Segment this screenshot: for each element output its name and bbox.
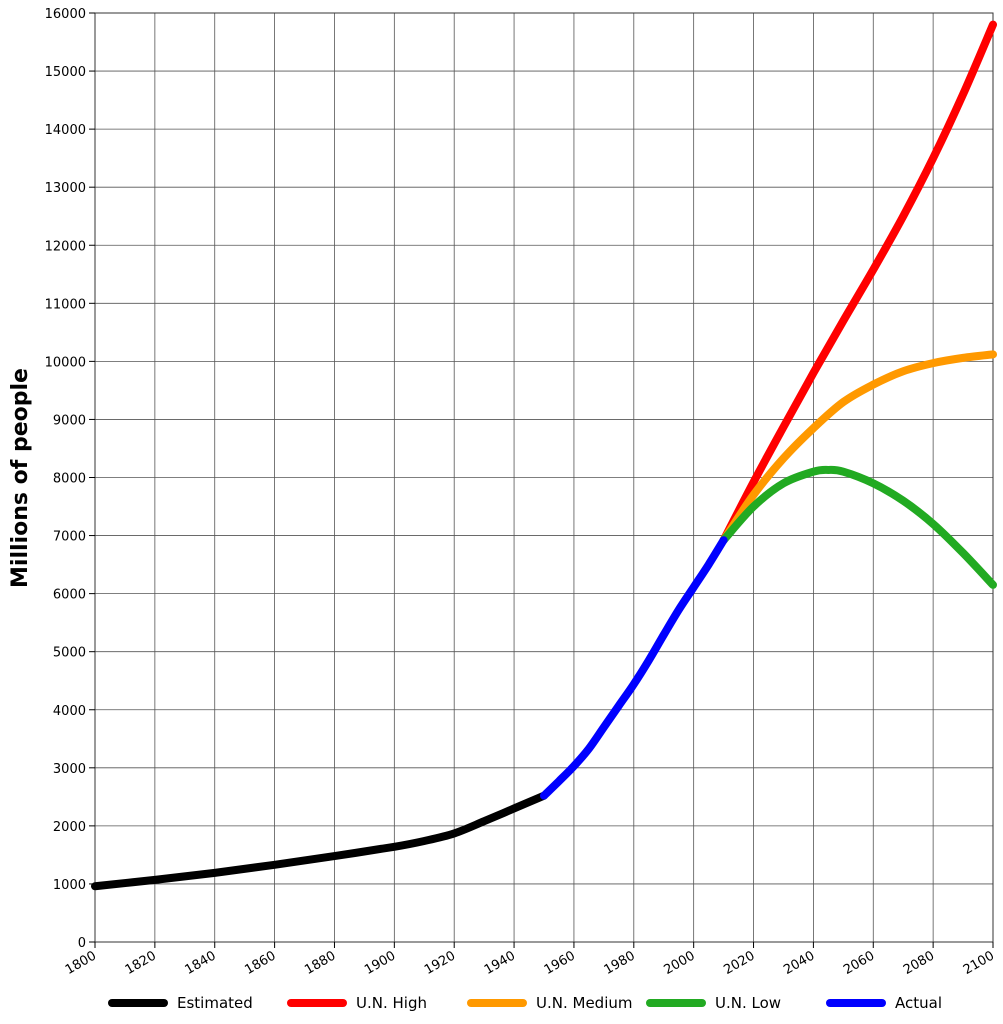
legend-label: U.N. Medium xyxy=(536,994,632,1012)
x-tick-label: 1820 xyxy=(123,948,159,978)
legend-label: Estimated xyxy=(177,994,253,1012)
x-tick-label: 1920 xyxy=(422,948,458,978)
x-tick-label: 1800 xyxy=(63,948,99,978)
legend-item-u-n-high: U.N. High xyxy=(287,994,427,1012)
y-tick-label: 12000 xyxy=(45,239,86,254)
legend-item-estimated: Estimated xyxy=(108,994,253,1012)
y-tick-label: 15000 xyxy=(45,65,86,80)
x-tick-label: 1960 xyxy=(542,948,578,978)
x-tick-label: 1940 xyxy=(482,948,518,978)
y-tick-label: 3000 xyxy=(53,762,86,777)
x-tick-label: 2100 xyxy=(961,948,997,978)
x-tick-label: 1840 xyxy=(183,948,219,978)
x-tick-label: 2080 xyxy=(901,948,937,978)
legend-item-u-n-medium: U.N. Medium xyxy=(467,994,632,1012)
y-tick-label: 10000 xyxy=(45,355,86,370)
legend-item-actual: Actual xyxy=(826,994,942,1012)
x-tick-label: 1980 xyxy=(602,948,638,978)
y-tick-label: 1000 xyxy=(53,878,86,893)
x-tick-label: 2040 xyxy=(781,948,817,978)
y-axis-ticks: 0 1000 2000 3000 4000 5000 6000 7000 8000 9000 100… xyxy=(45,7,95,951)
y-tick-label: 9000 xyxy=(53,413,86,428)
y-tick-label: 8000 xyxy=(53,472,86,487)
y-tick-label: 7000 xyxy=(53,530,86,545)
y-tick-label: 6000 xyxy=(53,588,86,603)
legend-label: U.N. Low xyxy=(715,994,781,1012)
x-tick-label: 2020 xyxy=(721,948,757,978)
legend-label: U.N. High xyxy=(356,994,427,1012)
x-tick-label: 2060 xyxy=(841,948,877,978)
y-axis-label: Millions of people xyxy=(8,368,33,588)
y-tick-label: 5000 xyxy=(53,646,86,661)
y-tick-label: 11000 xyxy=(45,297,86,312)
y-tick-label: 0 xyxy=(78,936,86,951)
x-tick-label: 1860 xyxy=(242,948,278,978)
series-line-u-n-high xyxy=(719,20,997,545)
legend: Estimated U.N. High U.N. Medium U.N. Low Act… xyxy=(108,994,942,1012)
legend-item-u-n-low: U.N. Low xyxy=(646,994,781,1012)
series-line-u-n-medium xyxy=(719,350,997,545)
y-tick-label: 14000 xyxy=(45,123,86,138)
y-tick-label: 13000 xyxy=(45,181,86,196)
x-tick-label: 1880 xyxy=(302,948,338,978)
x-axis-ticks: 1800 1820 1840 1860 1880 1900 1920 1940 1960 1980… xyxy=(63,942,997,978)
series-line-actual xyxy=(540,536,728,800)
legend-label: Actual xyxy=(895,994,942,1012)
series-layer xyxy=(91,20,997,891)
y-tick-label: 16000 xyxy=(45,7,86,22)
y-tick-label: 2000 xyxy=(53,820,86,835)
x-tick-label: 2000 xyxy=(662,948,698,978)
series-line-estimated xyxy=(91,791,548,891)
x-tick-label: 1900 xyxy=(362,948,398,978)
series-line-u-n-low xyxy=(719,465,997,589)
chart-grid xyxy=(94,12,994,943)
y-tick-label: 4000 xyxy=(53,704,86,719)
